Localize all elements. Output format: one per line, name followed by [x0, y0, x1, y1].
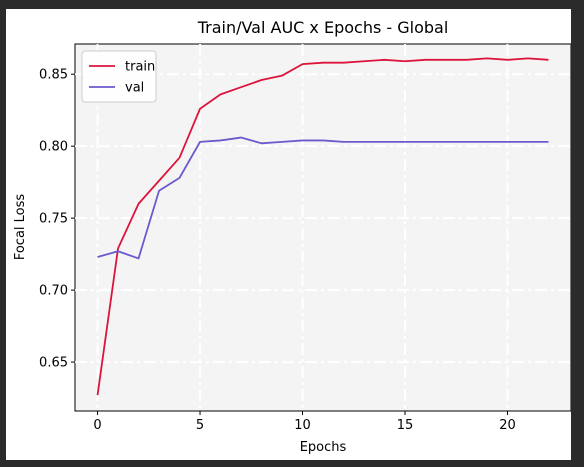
- x-tick-label: 15: [397, 418, 414, 433]
- line-chart: Train/Val AUC x Epochs - Global 0 5 10 15 20…: [13, 18, 572, 455]
- chart-title: Train/Val AUC x Epochs - Global: [197, 18, 449, 37]
- y-axis-label: Focal Loss: [13, 194, 28, 261]
- x-tick-label: 20: [499, 418, 516, 433]
- y-tick-label: 0.80: [39, 140, 68, 155]
- axes: 0 5 10 15 20 0.65 0.70 0.75 0.80 0.85: [39, 68, 516, 433]
- x-tick-label: 0: [93, 418, 101, 433]
- y-tick-label: 0.75: [39, 212, 68, 227]
- x-tick-label: 10: [294, 418, 311, 433]
- legend: train val: [81, 50, 157, 103]
- series-lines: [96, 57, 549, 396]
- figure-canvas: Train/Val AUC x Epochs - Global 0 5 10 15 20…: [6, 9, 572, 460]
- x-tick-label: 5: [196, 418, 204, 433]
- y-tick-label: 0.65: [39, 356, 68, 371]
- legend-label-train: train: [125, 60, 155, 75]
- grid-lines: [75, 44, 571, 411]
- y-tick-label: 0.70: [39, 284, 68, 299]
- series-line-train: [96, 57, 549, 396]
- legend-label-val: val: [125, 81, 144, 96]
- x-axis-label: Epochs: [300, 440, 347, 455]
- y-tick-label: 0.85: [39, 68, 68, 83]
- series-line-val: [97, 136, 549, 260]
- legend-box: [81, 50, 157, 103]
- plot-area: [74, 43, 572, 412]
